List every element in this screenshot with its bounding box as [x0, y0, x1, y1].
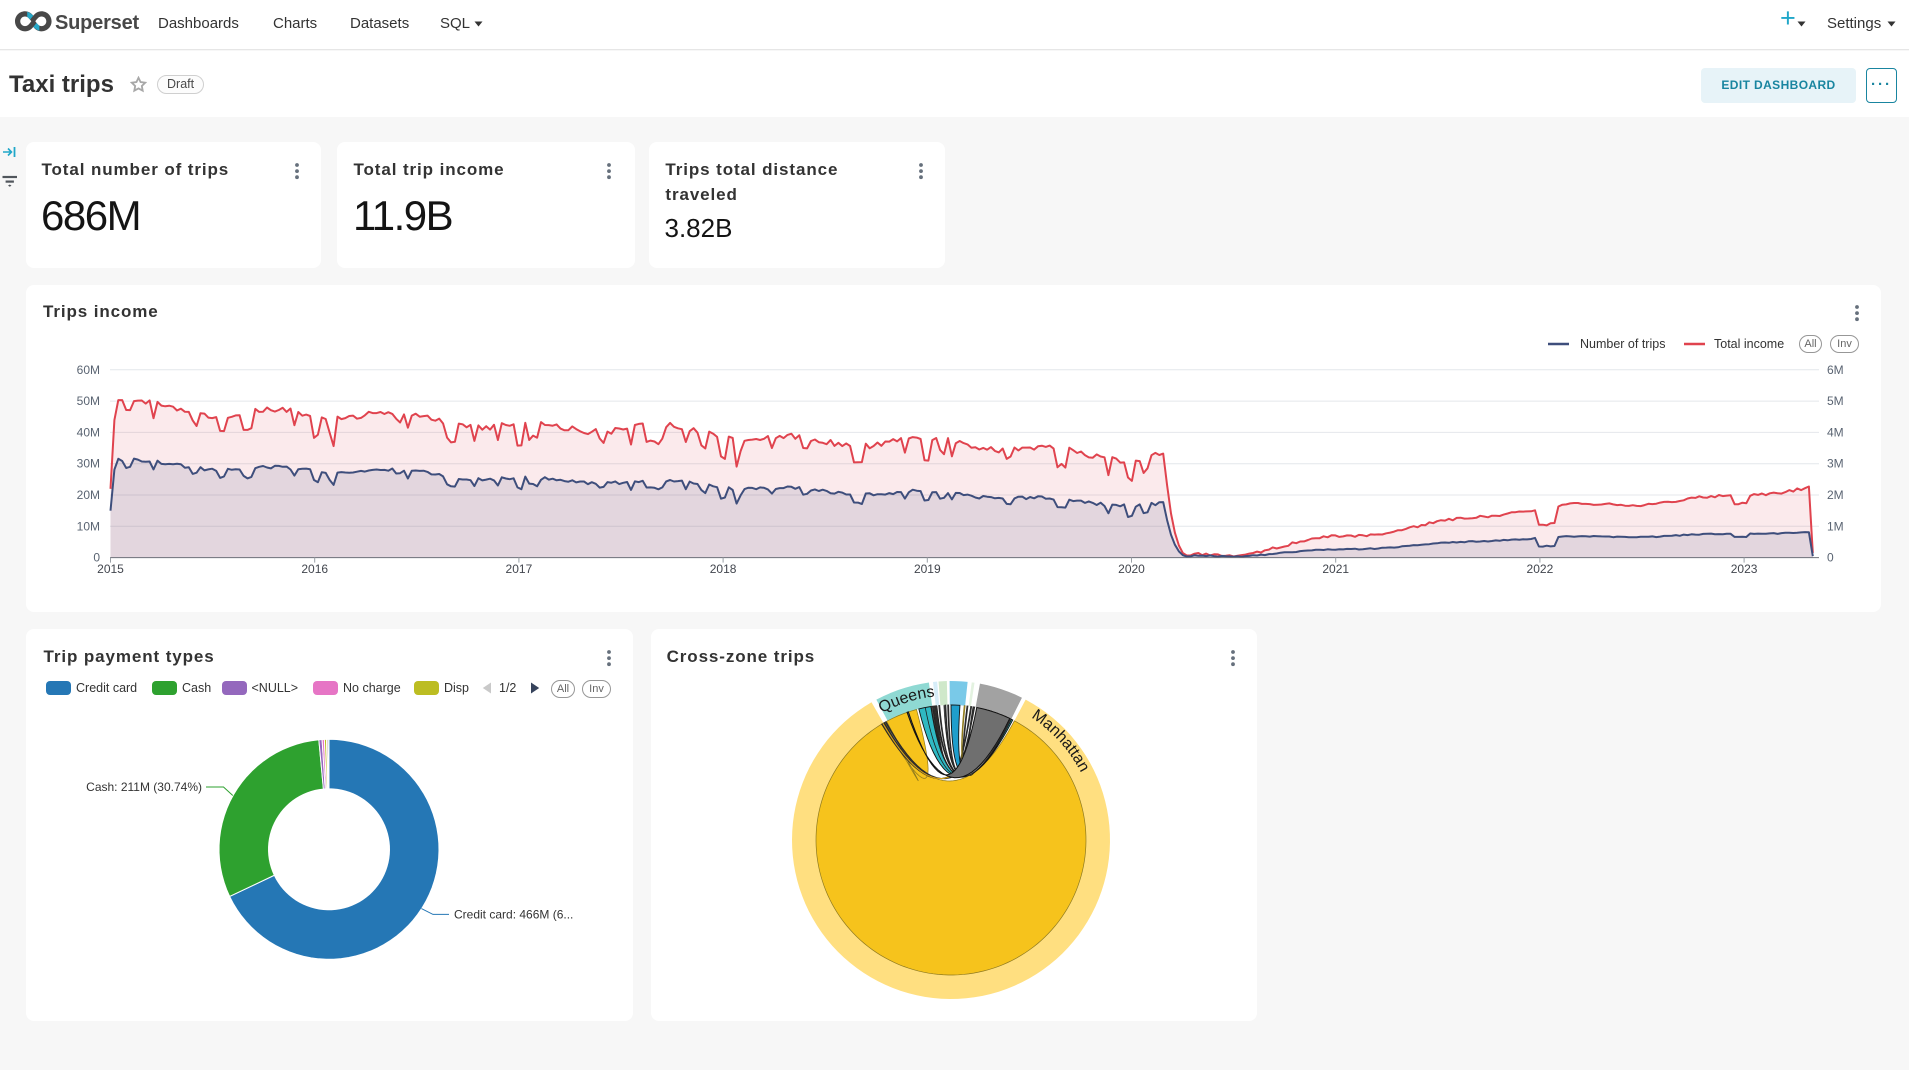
svg-text:50M: 50M — [77, 394, 100, 408]
svg-text:2M: 2M — [1827, 488, 1844, 502]
svg-text:Cash: 211M (30.74%): Cash: 211M (30.74%) — [86, 780, 202, 794]
svg-text:2018: 2018 — [710, 562, 737, 576]
svg-text:60M: 60M — [77, 363, 100, 377]
svg-text:10M: 10M — [77, 519, 100, 533]
svg-text:2022: 2022 — [1527, 562, 1554, 576]
svg-text:4M: 4M — [1827, 425, 1844, 439]
svg-text:40M: 40M — [77, 425, 100, 439]
svg-text:Credit card: 466M (6...: Credit card: 466M (6... — [454, 907, 573, 921]
svg-text:2020: 2020 — [1118, 562, 1145, 576]
svg-text:2016: 2016 — [301, 562, 328, 576]
svg-text:0: 0 — [93, 551, 100, 565]
svg-text:0: 0 — [1827, 551, 1834, 565]
svg-text:2019: 2019 — [914, 562, 941, 576]
svg-text:3M: 3M — [1827, 457, 1844, 471]
svg-text:1M: 1M — [1827, 519, 1844, 533]
svg-text:2023: 2023 — [1731, 562, 1758, 576]
svg-text:20M: 20M — [77, 488, 100, 502]
svg-text:6M: 6M — [1827, 363, 1844, 377]
svg-text:2017: 2017 — [506, 562, 533, 576]
svg-text:5M: 5M — [1827, 394, 1844, 408]
svg-text:2021: 2021 — [1322, 562, 1349, 576]
svg-text:30M: 30M — [77, 457, 100, 471]
svg-text:2015: 2015 — [97, 562, 124, 576]
